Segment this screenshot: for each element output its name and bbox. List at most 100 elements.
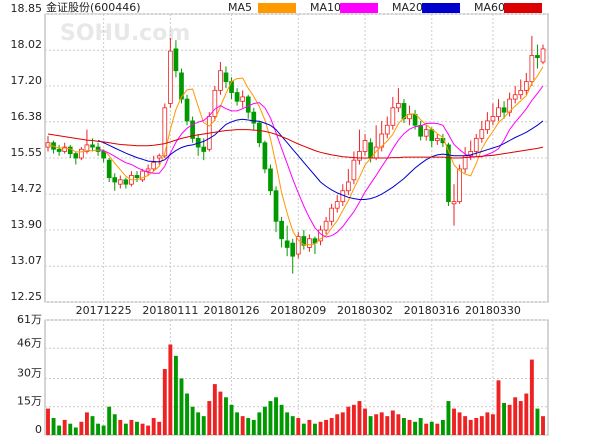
candle-body	[290, 242, 296, 257]
volume-bar	[235, 412, 240, 435]
legend-label: MA20	[392, 1, 423, 14]
candle-body	[351, 159, 357, 181]
candle-body	[240, 96, 246, 102]
volume-bar	[107, 406, 112, 435]
y-tick-label: 15.55	[11, 146, 43, 159]
volume-bar	[407, 419, 412, 435]
candle-body	[429, 129, 435, 141]
volume-bar	[357, 401, 362, 435]
candle-body	[446, 144, 451, 203]
volume-bar	[262, 406, 267, 435]
candle-body	[535, 55, 540, 59]
volume-bar	[179, 378, 184, 435]
y-tick-label: 18.85	[11, 2, 43, 15]
volume-bar	[240, 416, 245, 435]
volume-bar	[201, 416, 206, 435]
candle-body	[123, 179, 129, 185]
volume-bar	[524, 393, 529, 435]
x-tick-label: 20180111	[142, 304, 198, 317]
candle-body	[485, 120, 490, 131]
ma-line	[47, 129, 544, 159]
candle-body	[518, 89, 524, 96]
candle-body	[245, 96, 251, 113]
candle-body	[329, 207, 334, 222]
volume-bar	[301, 423, 306, 435]
candle-body	[368, 142, 373, 159]
candle-body	[162, 107, 168, 157]
volume-tick-label: 0	[35, 423, 42, 436]
x-tick-label: 20180302	[337, 304, 393, 317]
candle-body	[401, 103, 407, 120]
volume-bar	[140, 423, 145, 435]
candle-body	[117, 179, 123, 185]
candle-body	[106, 159, 112, 179]
volume-bar	[112, 414, 117, 435]
volume-bar	[402, 418, 406, 435]
volume-bar	[290, 416, 295, 435]
volume-bar	[79, 421, 84, 435]
volume-bar	[279, 404, 284, 435]
candle-body	[334, 201, 340, 209]
candle-body	[268, 168, 273, 192]
candle-body	[156, 155, 162, 159]
y-tick-label: 13.90	[11, 218, 43, 231]
volume-bar	[229, 404, 234, 435]
volume-bar	[151, 418, 156, 435]
volume-bar	[507, 404, 512, 435]
candle-body	[434, 137, 440, 141]
volume-bar	[390, 410, 395, 435]
candle-body	[151, 161, 157, 170]
volume-bar	[346, 406, 351, 435]
volume-bar	[73, 427, 78, 435]
legend-label: MA60	[474, 1, 505, 14]
volume-bar	[157, 421, 162, 435]
candle-body	[101, 151, 106, 159]
volume-bar	[374, 414, 379, 435]
volume-bar	[46, 408, 50, 435]
x-tick-label: 20180126	[204, 304, 260, 317]
volume-bar	[146, 425, 151, 435]
candle-body	[190, 120, 195, 139]
candle-body	[234, 92, 240, 102]
x-tick-label: 20171225	[76, 304, 132, 317]
volume-bar	[190, 406, 195, 435]
candle-body	[379, 133, 385, 148]
volume-bar	[224, 397, 228, 435]
candle-body	[84, 144, 90, 152]
volume-bar	[57, 425, 62, 435]
volume-bar	[218, 391, 223, 435]
candle-body	[284, 240, 290, 248]
candle-body	[384, 124, 390, 135]
candle-body	[340, 190, 346, 203]
volume-bar	[457, 412, 462, 435]
volume-tick-label: 15万	[17, 395, 42, 408]
volume-bar	[329, 418, 334, 435]
candle-body	[257, 122, 262, 144]
candle-body	[140, 170, 145, 181]
volume-bar	[84, 412, 89, 435]
y-tick-label: 17.20	[11, 74, 43, 87]
candle-body	[423, 129, 429, 137]
candle-body	[145, 168, 151, 172]
candle-body	[67, 146, 73, 155]
candle-body	[345, 181, 351, 192]
volume-bar	[307, 419, 312, 435]
volume-bar	[468, 419, 473, 435]
x-tick-label: 20180330	[465, 304, 521, 317]
volume-bar	[446, 401, 451, 435]
candle-body	[56, 148, 62, 152]
volume-bar	[123, 423, 128, 435]
candle-body	[312, 238, 318, 244]
candle-body	[201, 146, 207, 152]
y-tick-label: 14.72	[11, 182, 43, 195]
volume-bar	[251, 419, 256, 435]
volume-bar	[363, 408, 367, 435]
volume-bar	[368, 416, 373, 435]
volume-bar	[340, 412, 345, 435]
legend-label: MA10	[310, 1, 341, 14]
volume-bar	[529, 359, 534, 435]
volume-bar	[502, 402, 507, 435]
candle-body	[73, 153, 79, 159]
